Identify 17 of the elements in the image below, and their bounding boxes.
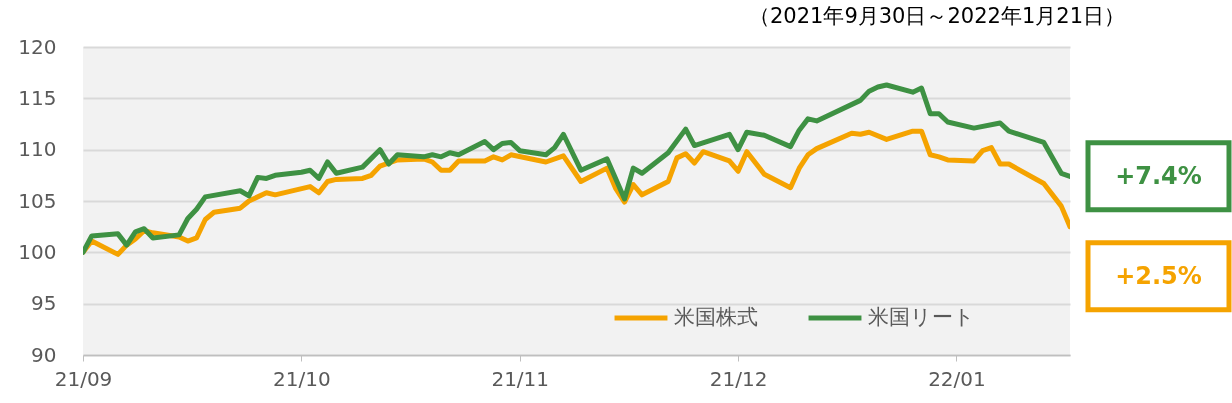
y-tick-label: 110 [18, 137, 57, 162]
chart-title: （2021年9月30日～2022年1月21日） [748, 4, 1125, 28]
legend-label: 米国株式 [674, 305, 758, 329]
annotation: +7.4% [1115, 162, 1202, 191]
y-tick-label: 115 [18, 85, 57, 110]
x-tick-label: 21/09 [54, 366, 113, 391]
x-tick-label: 21/11 [491, 366, 550, 391]
y-tick-label: 105 [18, 188, 57, 213]
legend-label: 米国リート [868, 305, 975, 329]
y-tick-label: 95 [31, 291, 57, 316]
y-tick-label: 90 [31, 342, 57, 367]
x-tick-label: 21/10 [273, 366, 331, 391]
x-tick-label: 22/01 [928, 366, 986, 391]
annotation: +2.5% [1115, 262, 1202, 291]
x-tick-label: 21/12 [709, 366, 768, 391]
y-tick-label: 100 [18, 239, 57, 264]
y-tick-label: 120 [18, 34, 57, 59]
